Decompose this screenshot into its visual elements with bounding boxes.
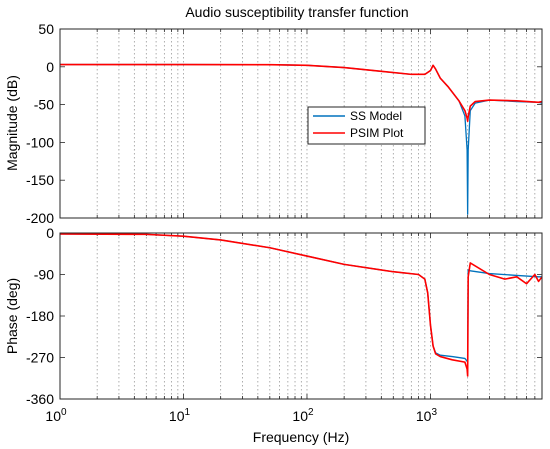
phase-series [59, 233, 543, 377]
y-tick-label: -200 [26, 210, 54, 226]
y-tick-label: -180 [26, 308, 54, 324]
x-tick-labels: 100 101 102 103 [45, 407, 437, 424]
magnitude-y-ticks: 50 0 -50 -100 -150 -200 [26, 21, 542, 226]
y-tick-label: 0 [46, 225, 54, 241]
x-tick-label: 102 [292, 407, 314, 424]
legend-label-ss-model: SS Model [350, 109, 402, 123]
x-tick-label: 103 [416, 407, 438, 424]
y-tick-label: 0 [46, 59, 54, 75]
magnitude-series [60, 63, 543, 215]
magnitude-plot-area [60, 29, 542, 218]
chart-title: Audio susceptibility transfer function [185, 4, 408, 20]
magnitude-y-axis-label: Magnitude (dB) [4, 75, 20, 171]
legend-box [307, 106, 426, 145]
legend-label-psim-plot: PSIM Plot [350, 126, 404, 140]
phase-plot-area [60, 233, 542, 399]
y-tick-label: -270 [26, 350, 54, 366]
x-tick-label: 101 [169, 407, 191, 424]
legend: SS Model PSIM Plot [307, 106, 426, 145]
x-axis-label: Frequency (Hz) [253, 429, 349, 445]
y-tick-label: 50 [38, 21, 54, 37]
x-tick-label: 100 [45, 407, 67, 424]
y-tick-label: -50 [34, 97, 54, 113]
y-tick-label: -100 [26, 134, 54, 150]
phase-y-ticks: 0 -90 -180 -270 -360 [26, 225, 542, 407]
phase-y-axis-label: Phase (deg) [4, 278, 20, 354]
magnitude-axes-box [59, 28, 543, 219]
series-line-psim-plot [59, 233, 543, 377]
y-tick-label: -150 [26, 172, 54, 188]
magnitude-panel: 50 0 -50 -100 -150 -200 Magnitude (dB) SS Mod… [4, 21, 543, 226]
y-tick-label: -360 [26, 391, 54, 407]
y-tick-label: -90 [34, 267, 54, 283]
phase-panel: 0 -90 -180 -270 -360 Phase (deg) [4, 225, 543, 407]
series-line-psim-plot [60, 63, 543, 123]
